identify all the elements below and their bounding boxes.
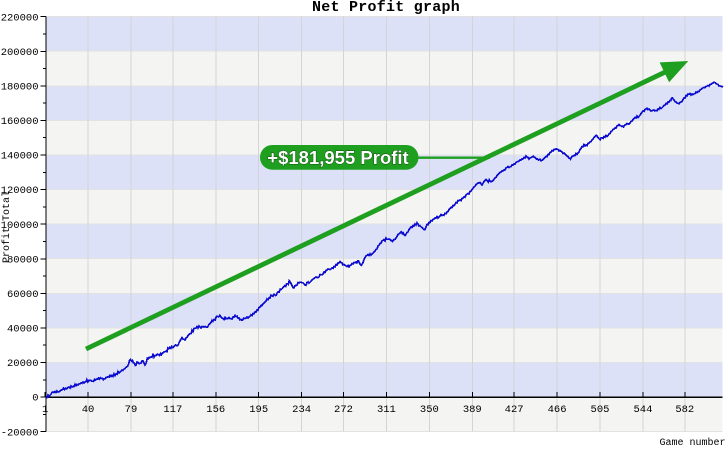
svg-text:40000: 40000 xyxy=(7,324,39,336)
svg-text:200000: 200000 xyxy=(1,47,39,59)
svg-text:350: 350 xyxy=(420,404,439,416)
svg-text:+$181,955 Profit: +$181,955 Profit xyxy=(267,147,408,168)
svg-text:0: 0 xyxy=(32,393,38,405)
svg-text:40: 40 xyxy=(82,404,95,416)
svg-text:505: 505 xyxy=(591,404,610,416)
svg-text:140000: 140000 xyxy=(1,151,39,163)
svg-text:272: 272 xyxy=(334,404,353,416)
svg-text:117: 117 xyxy=(163,404,182,416)
svg-text:389: 389 xyxy=(463,404,482,416)
svg-text:160000: 160000 xyxy=(1,116,39,128)
svg-text:100000: 100000 xyxy=(1,220,39,232)
svg-text:311: 311 xyxy=(377,404,396,416)
svg-text:234: 234 xyxy=(292,404,311,416)
svg-text:156: 156 xyxy=(206,404,225,416)
svg-text:466: 466 xyxy=(548,404,567,416)
svg-text:Game number: Game number xyxy=(659,437,725,447)
svg-text:60000: 60000 xyxy=(7,289,39,301)
svg-text:195: 195 xyxy=(249,404,268,416)
svg-text:80000: 80000 xyxy=(7,254,39,266)
svg-text:20000: 20000 xyxy=(7,358,39,370)
svg-text:544: 544 xyxy=(633,404,652,416)
svg-text:180000: 180000 xyxy=(1,81,39,93)
svg-text:220000: 220000 xyxy=(1,12,39,24)
svg-text:Profit Total: Profit Total xyxy=(1,191,13,263)
svg-text:-20000: -20000 xyxy=(1,427,39,439)
svg-text:120000: 120000 xyxy=(1,185,39,197)
svg-text:582: 582 xyxy=(675,404,694,416)
svg-text:1: 1 xyxy=(42,404,48,416)
svg-text:Net Profit graph: Net Profit graph xyxy=(312,0,460,16)
svg-text:79: 79 xyxy=(125,404,138,416)
svg-text:427: 427 xyxy=(505,404,524,416)
